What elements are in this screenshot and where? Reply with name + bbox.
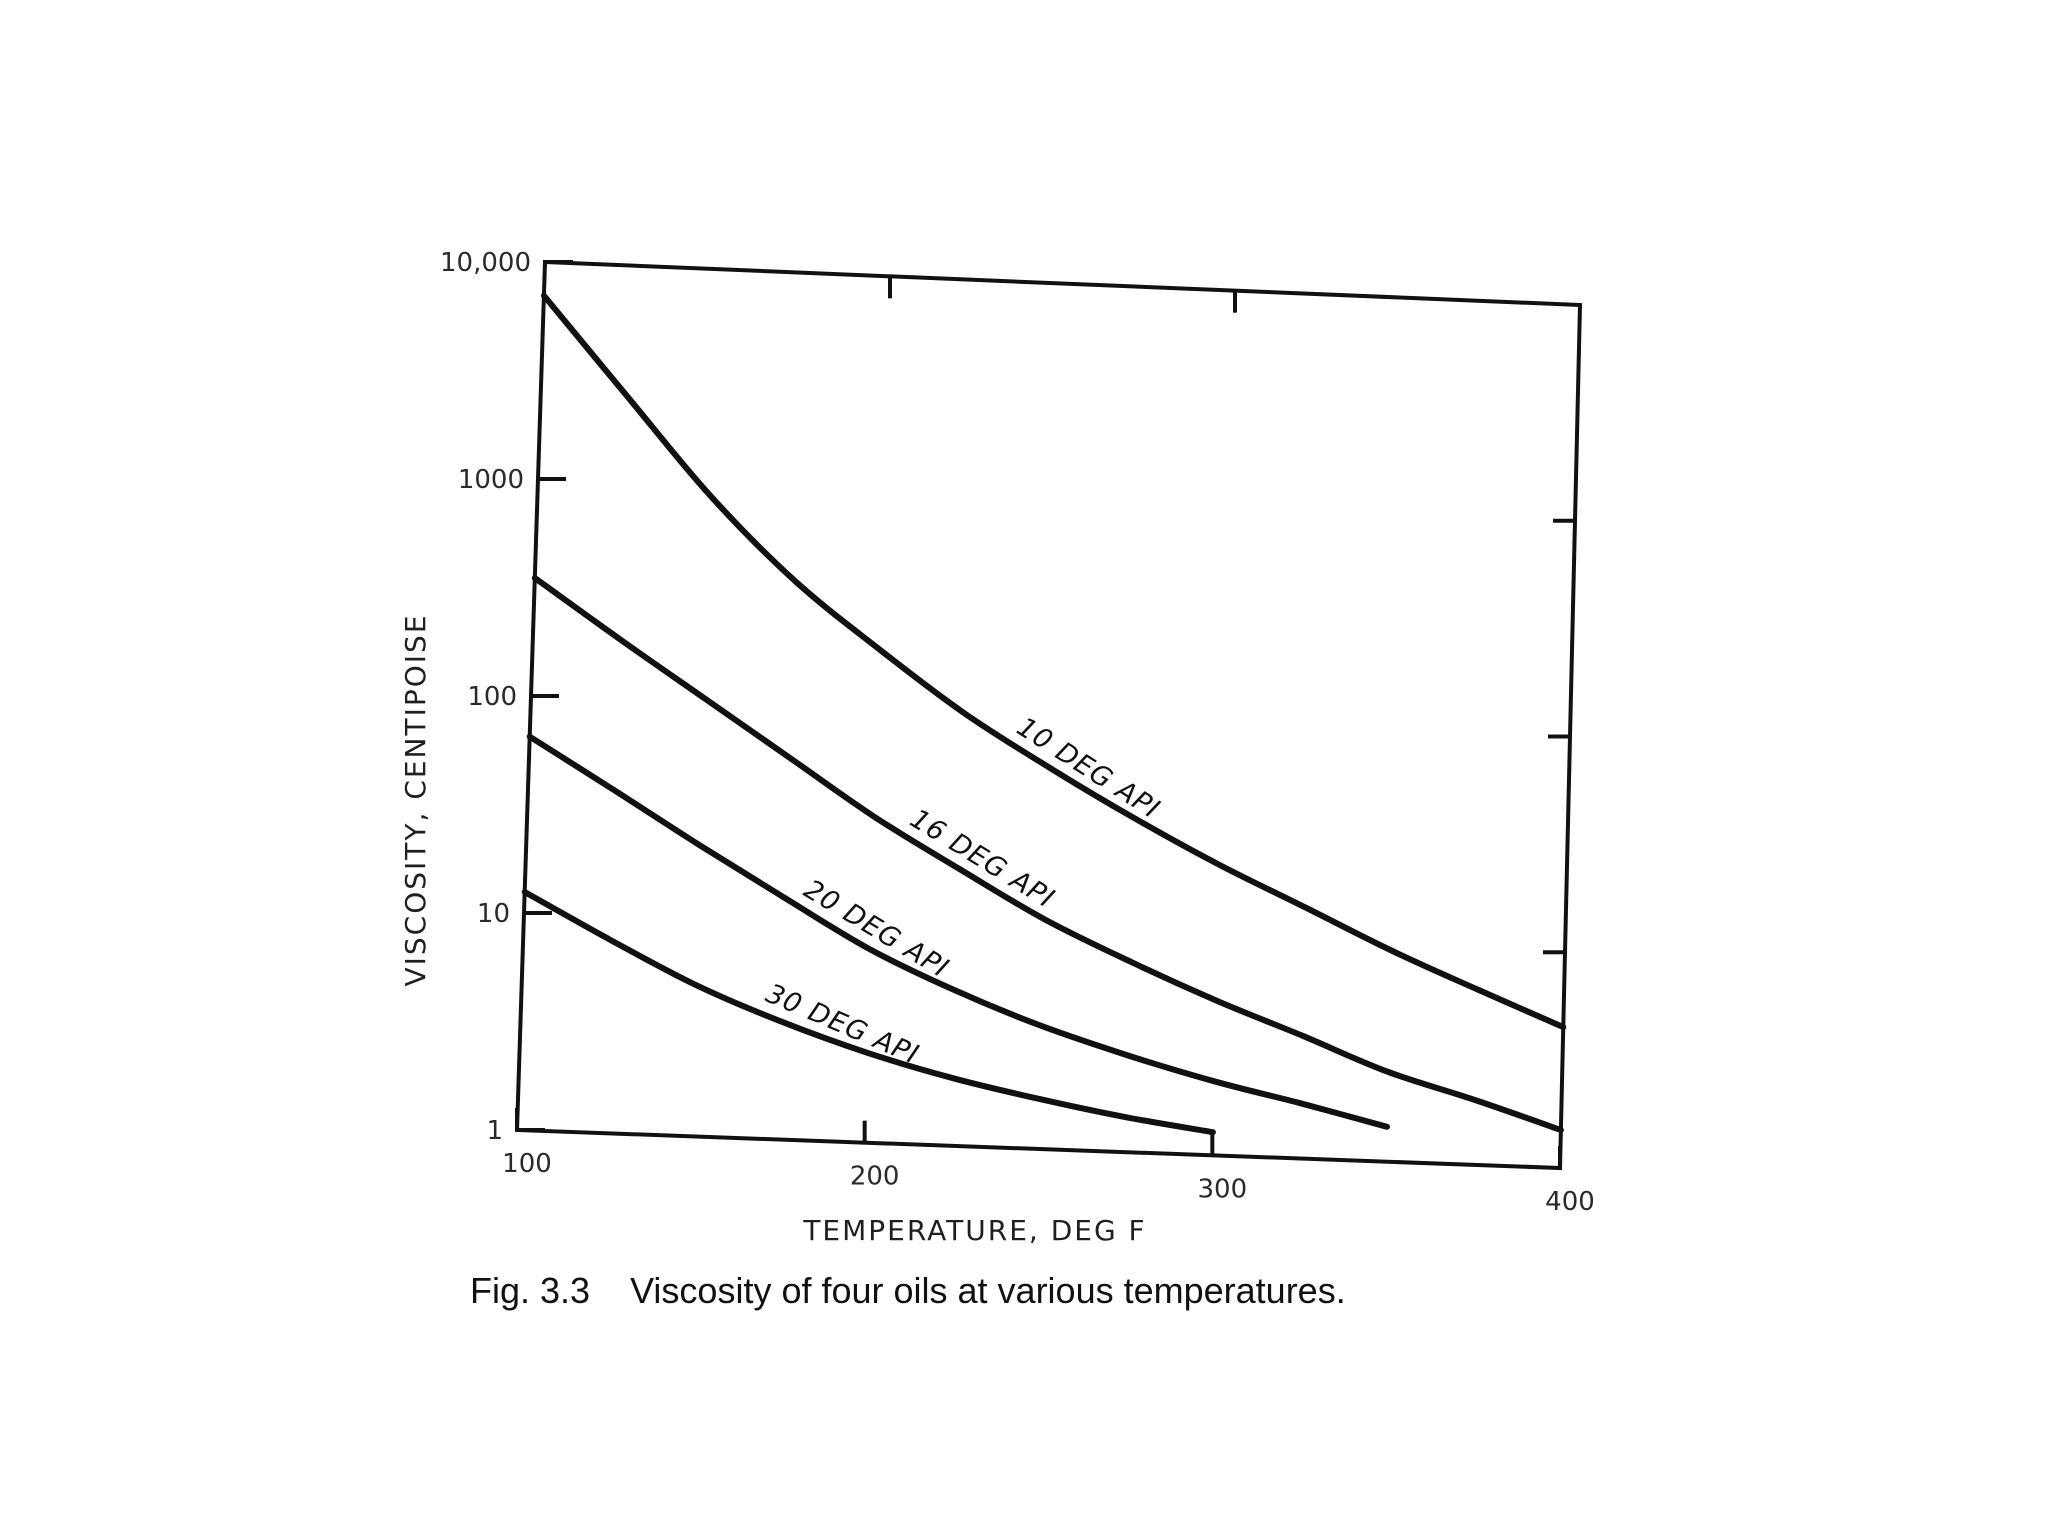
y-tick-label: 10,000 — [440, 248, 531, 278]
y-tick-label: 1000 — [458, 465, 524, 495]
data-series — [521, 292, 1567, 1136]
series-line-20-deg-api — [526, 733, 1390, 1130]
series-line-16-deg-api — [531, 574, 1564, 1133]
y-axis-title: VISCOSITY, CENTIPOISE — [399, 613, 432, 986]
y-tick-label: 1 — [486, 1116, 503, 1146]
x-tick-label: 100 — [502, 1149, 552, 1179]
series-label: 16 DEG API — [905, 803, 1060, 915]
x-tick-label: 400 — [1545, 1187, 1595, 1217]
y-tick-label: 100 — [467, 682, 517, 712]
series-label: 20 DEG API — [798, 874, 954, 985]
x-tick-label: 300 — [1198, 1174, 1248, 1204]
series-label: 10 DEG API — [1011, 711, 1165, 825]
plot-frame — [514, 259, 1583, 1171]
x-tick-label: 200 — [850, 1162, 900, 1192]
x-axis-title: TEMPERATURE, DEG F — [802, 1214, 1146, 1247]
caption-text: Viscosity of four oils at various temper… — [630, 1270, 1346, 1311]
series-line-10-deg-api — [540, 292, 1567, 1031]
caption-number: Fig. 3.3 — [470, 1270, 591, 1311]
axis-ticks — [515, 260, 1575, 1168]
axis-tick-labels: 100 200 300 400 1 10 100 1000 10,000 — [440, 248, 1595, 1217]
y-tick-label: 10 — [477, 899, 510, 929]
figure-caption: Fig. 3.3 Viscosity of four oils at variou… — [470, 1270, 1346, 1312]
series-line-30-deg-api — [521, 889, 1216, 1136]
